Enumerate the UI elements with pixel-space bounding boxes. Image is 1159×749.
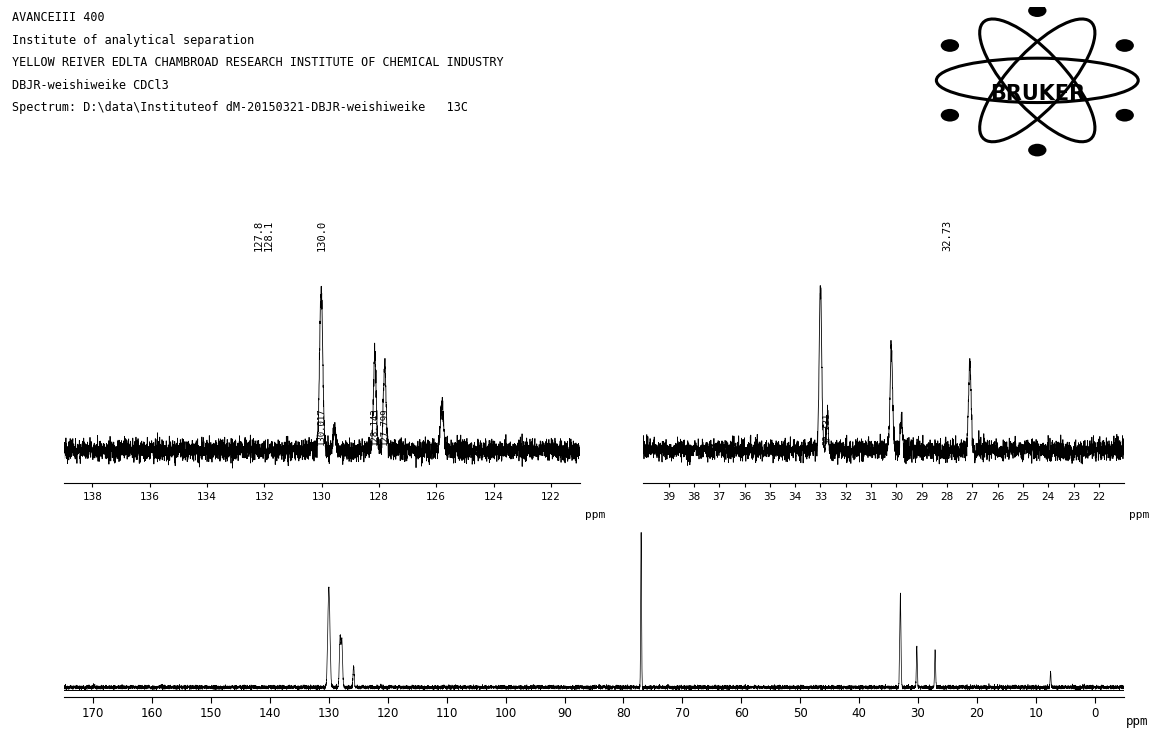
Text: ppm: ppm bbox=[584, 510, 605, 520]
Circle shape bbox=[1115, 39, 1134, 52]
Text: BRUKER: BRUKER bbox=[990, 85, 1085, 104]
Text: 130.0: 130.0 bbox=[318, 219, 327, 251]
Text: 128.1: 128.1 bbox=[263, 219, 274, 251]
Text: 32.731: 32.731 bbox=[823, 413, 832, 445]
Circle shape bbox=[1028, 4, 1047, 17]
Text: YELLOW REIVER EDLTA CHAMBROAD RESEARCH INSTITUTE OF CHEMICAL INDUSTRY: YELLOW REIVER EDLTA CHAMBROAD RESEARCH I… bbox=[12, 56, 503, 69]
Text: ppm: ppm bbox=[1127, 715, 1149, 727]
Circle shape bbox=[1115, 109, 1134, 121]
Text: DBJR-weishiweike CDCl3: DBJR-weishiweike CDCl3 bbox=[12, 79, 168, 91]
Circle shape bbox=[1028, 144, 1047, 157]
Circle shape bbox=[941, 39, 960, 52]
Text: ppm: ppm bbox=[1129, 510, 1150, 520]
Text: Spectrum: D:\data\Instituteof dM-20150321-DBJR-weishiweike   13C: Spectrum: D:\data\Instituteof dM-2015032… bbox=[12, 101, 467, 114]
Text: 32.73: 32.73 bbox=[942, 219, 952, 251]
Text: 127.8: 127.8 bbox=[254, 219, 263, 251]
Circle shape bbox=[941, 109, 960, 121]
Text: 127.799: 127.799 bbox=[380, 407, 389, 445]
Text: Institute of analytical separation: Institute of analytical separation bbox=[12, 34, 254, 46]
Text: 130.017: 130.017 bbox=[316, 407, 326, 445]
Text: AVANCEIII 400: AVANCEIII 400 bbox=[12, 11, 104, 24]
Text: 128.143: 128.143 bbox=[371, 407, 379, 445]
